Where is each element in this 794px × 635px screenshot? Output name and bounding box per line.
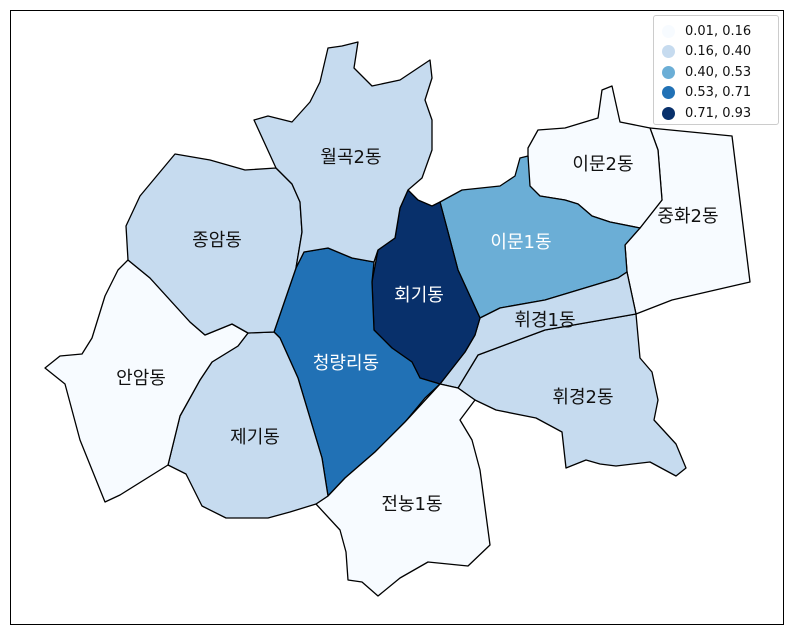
legend-item: 0.01, 0.16: [662, 21, 778, 42]
legend-swatch-icon: [662, 86, 675, 100]
legend-label: 0.40, 0.53: [685, 64, 752, 80]
legend-swatch-icon: [662, 106, 675, 120]
label-hwigyeong1: 휘경1동: [514, 310, 575, 331]
legend-label: 0.16, 0.40: [685, 44, 752, 60]
legend-item: 0.40, 0.53: [662, 62, 778, 83]
label-amam: 안암동: [116, 368, 166, 389]
legend-swatch-icon: [662, 45, 675, 59]
label-junghwa2: 중화2동: [657, 206, 718, 227]
label-hoegi: 회기동: [394, 285, 444, 306]
label-hwigyeong2: 휘경2동: [552, 387, 613, 408]
legend-item: 0.16, 0.40: [662, 42, 778, 63]
label-jegi: 제기동: [230, 427, 280, 448]
legend-label: 0.53, 0.71: [685, 85, 752, 101]
legend-swatch-icon: [662, 65, 675, 79]
label-imun1: 이문1동: [490, 232, 551, 253]
legend: 0.01, 0.16 0.16, 0.40 0.40, 0.53 0.53, 0…: [653, 15, 779, 125]
label-imun2: 이문2동: [572, 154, 633, 175]
label-cheongnyangni: 청량리동: [313, 353, 379, 374]
legend-item: 0.71, 0.93: [662, 103, 778, 124]
label-jeonnong1: 전농1동: [381, 494, 442, 515]
region-labels: 월곡2동 종암동 이문2동 중화2동 이문1동 회기동 휘경1동 청량리동 안암…: [116, 147, 718, 515]
legend-label: 0.01, 0.16: [685, 23, 752, 39]
region-jeonnong1[interactable]: [315, 383, 491, 597]
region-wolgok2[interactable]: [253, 41, 433, 269]
label-wolgok2: 월곡2동: [320, 147, 381, 168]
label-jongam: 종암동: [192, 230, 242, 251]
legend-label: 0.71, 0.93: [685, 105, 752, 121]
legend-item: 0.53, 0.71: [662, 83, 778, 104]
legend-swatch-icon: [662, 24, 675, 38]
